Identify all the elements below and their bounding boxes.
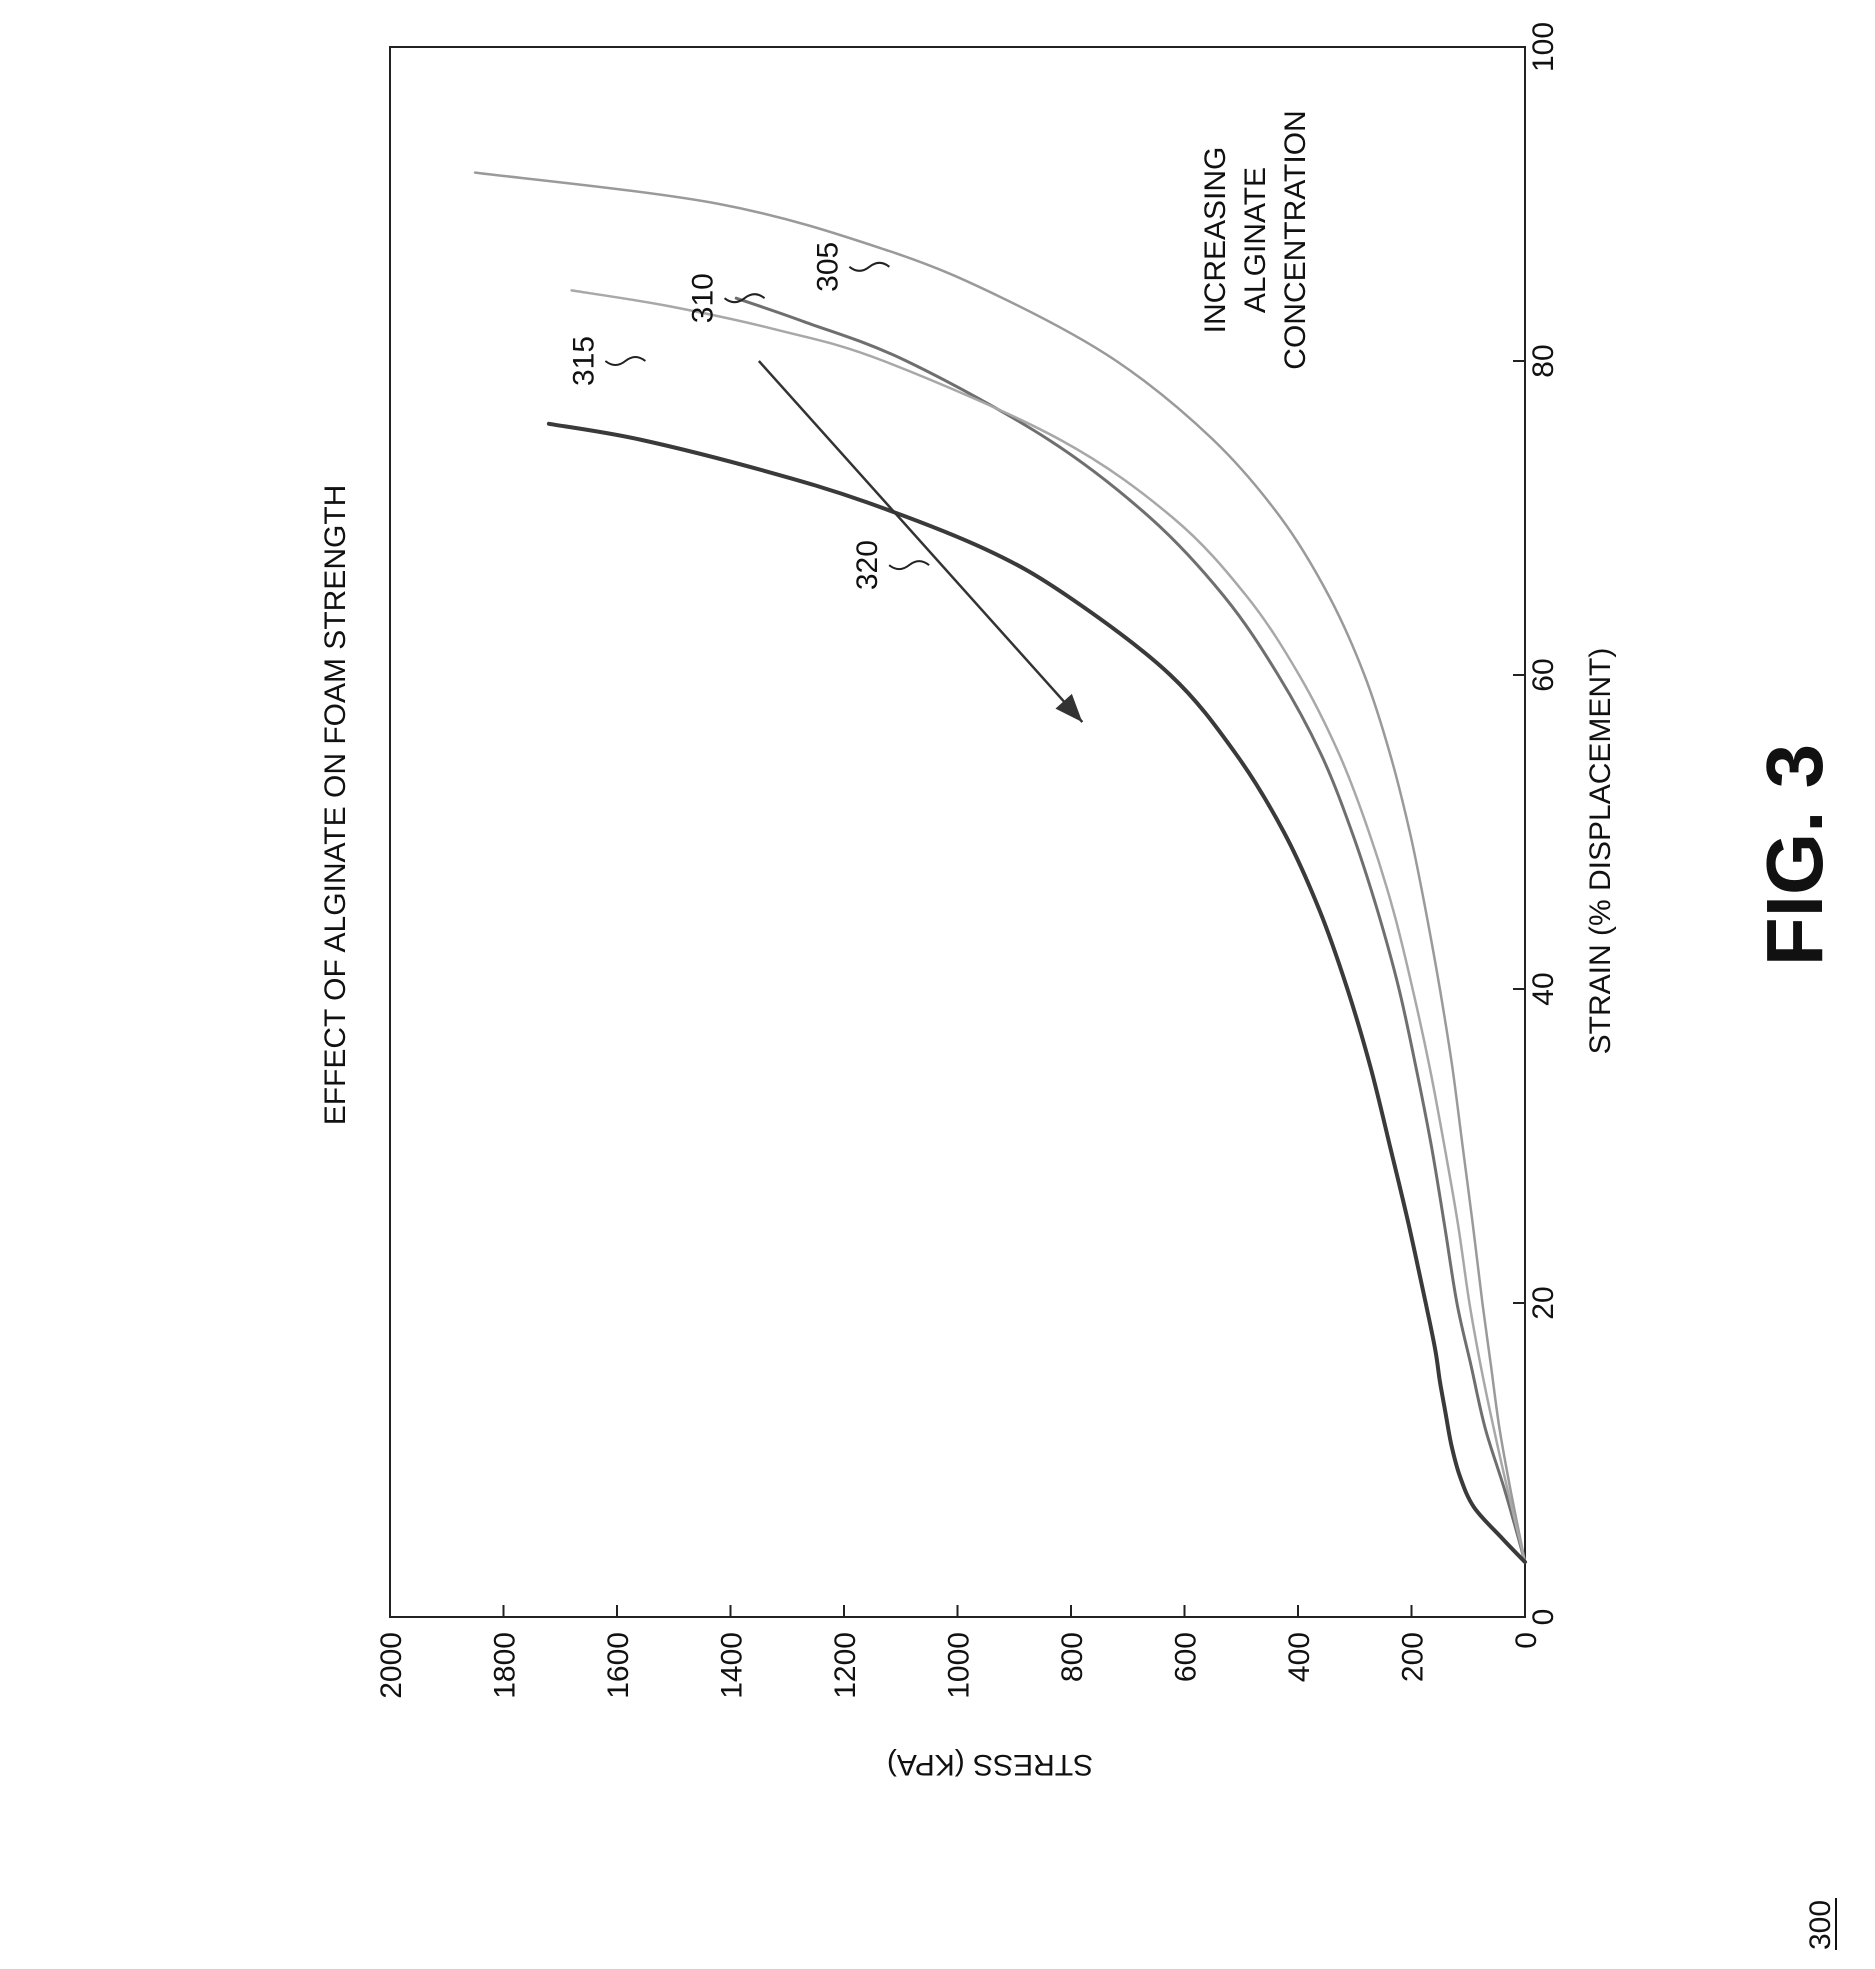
y-tick-label: 200 (1397, 1632, 1430, 1682)
x-tick-label: 0 (1527, 1609, 1560, 1626)
y-tick-label: 600 (1170, 1632, 1203, 1682)
y-axis-label: STRESS (KPA) (887, 1748, 1093, 1781)
series-line-320 (546, 421, 1527, 1564)
x-tick-label: 80 (1527, 344, 1560, 377)
y-tick-label: 1800 (489, 1632, 522, 1699)
series-line-315 (570, 289, 1527, 1564)
annotation-line: INCREASING (1199, 147, 1232, 334)
series-line-305 (473, 171, 1527, 1564)
annotation: INCREASING ALGINATE CONCENTRATION (757, 110, 1312, 723)
y-tick-label: 1200 (829, 1632, 862, 1699)
series-line-310 (734, 296, 1527, 1564)
y-tick-label: 800 (1056, 1632, 1089, 1682)
annotation-line: CONCENTRATION (1279, 110, 1312, 369)
series-layer (473, 171, 1527, 1564)
ref-label-320: 320 (851, 540, 884, 590)
x-tick-label: 60 (1527, 658, 1560, 691)
annotation-line: ALGINATE (1239, 167, 1272, 313)
ref-leader-320 (888, 560, 930, 571)
y-tick-label: 1000 (943, 1632, 976, 1699)
figure-caption: FIG. 3 (1750, 744, 1839, 966)
y-tick-label: 0 (1510, 1632, 1543, 1649)
ref-label-305: 305 (811, 242, 844, 292)
ref-leader-315 (604, 356, 646, 366)
ref-leader-310 (723, 293, 766, 304)
chart-title: EFFECT OF ALGINATE ON FOAM STRENGTH (319, 485, 352, 1126)
annotation-arrow-head (1055, 693, 1083, 723)
x-axis-label: STRAIN (% DISPLACEMENT) (1584, 648, 1617, 1055)
y-tick-label: 400 (1283, 1632, 1316, 1682)
x-tick-label: 100 (1527, 22, 1560, 72)
x-tick-label: 20 (1527, 1286, 1560, 1319)
reference-labels: 305 310 315 320 (567, 242, 930, 590)
figure-number-group: 300 (1804, 1898, 1837, 1950)
annotation-arrow-shaft (757, 360, 1084, 723)
y-tick-label: 1400 (716, 1632, 749, 1699)
ref-leader-305 (848, 261, 891, 272)
y-axis: 0 200 400 600 800 1000 1200 1400 1600 1800 2000 (375, 1605, 1543, 1699)
plot-frame (389, 46, 1526, 1618)
y-tick-label: 1600 (602, 1632, 635, 1699)
figure-number: 300 (1804, 1900, 1837, 1950)
ref-label-310: 310 (687, 273, 720, 323)
x-tick-label: 40 (1527, 972, 1560, 1005)
y-tick-label: 2000 (375, 1632, 408, 1699)
ref-label-315: 315 (567, 336, 600, 386)
x-axis: 0 20 40 60 80 100 (1513, 22, 1560, 1625)
